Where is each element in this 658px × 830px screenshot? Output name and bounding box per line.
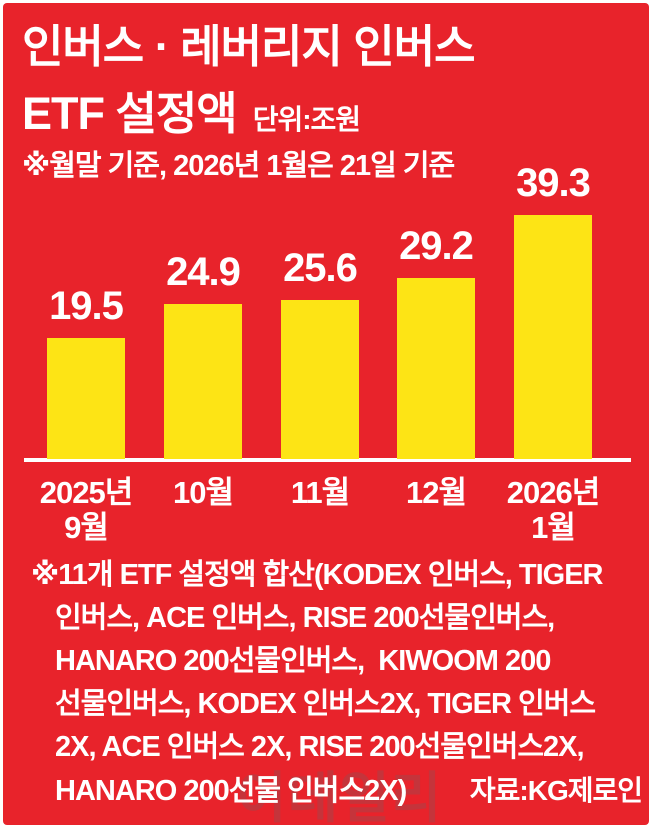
x-axis-label-line: 1월 [531,510,576,545]
bar [281,300,359,459]
x-axis-line [24,458,631,462]
x-axis-label-line: 11월 [290,475,350,510]
chart-title-line2-text: ETF 설정액 [22,88,238,139]
x-axis-label: 10월 [128,475,278,510]
bar-value-label: 25.6 [283,246,358,290]
chart-title-line1: 인버스 · 레버리지 인버스 [22,21,476,72]
x-axis-label: 2025년 9월 [11,475,161,545]
x-axis-label-line: 12월 [405,475,467,510]
chart-title-line2: ETF 설정액 단위:조원 [22,77,361,142]
x-axis-label: 11월 [245,475,395,510]
source-credit: 자료:KG제로인 [469,775,643,806]
bar-chart: 19.5 24.9 25.6 29.2 39.3 [3,3,649,462]
x-axis-label: 2026년 1월 [478,475,628,545]
footnote-line: ※11개 ETF 설정액 합산(KODEX 인버스, TIGER [31,559,603,591]
bar [47,338,125,459]
footnote-last-line: HANARO 200선물 인버스2X) 자료:KG제로인 [31,769,643,813]
x-axis-label-line: 2026년 [506,475,600,510]
bar-value-label: 29.2 [399,224,474,268]
infographic-panel: 19.5 24.9 25.6 29.2 39.3 인버스 · 레버리지 인버스 ETF … [3,3,649,825]
unit-label: 단위:조원 [252,104,361,135]
basis-note: ※월말 기준, 2026년 1월은 21일 기준 [22,150,455,182]
bar-value-label: 19.5 [49,284,124,328]
footnote-line: 2X, ACE 인버스 2X, RISE 200선물인버스2X, [55,731,585,763]
bar [164,304,242,459]
footnote-line: 선물인버스, KODEX 인버스2X, TIGER 인버스 [55,688,596,720]
bar-value-label: 39.3 [516,161,591,205]
footnote-block: ※11개 ETF 설정액 합산(KODEX 인버스, TIGER 인버스, ACE… [31,554,643,813]
footnote-line: 인버스, ACE 인버스, RISE 200선물인버스, [55,602,555,634]
edaily-watermark: 이데일리 [236,767,443,825]
bar [514,215,592,459]
bar-value-label: 24.9 [166,250,241,294]
footnote-line: HANARO 200선물 인버스2X) [55,775,407,807]
x-axis-label: 12월 [361,475,511,510]
x-axis-label-line: 2025년 [39,475,133,510]
bar [397,278,475,459]
footnote-line: HANARO 200선물인버스, KIWOOM 200 [55,645,551,677]
x-axis-label-line: 10월 [172,475,234,510]
x-axis-label-line: 9월 [64,510,109,545]
